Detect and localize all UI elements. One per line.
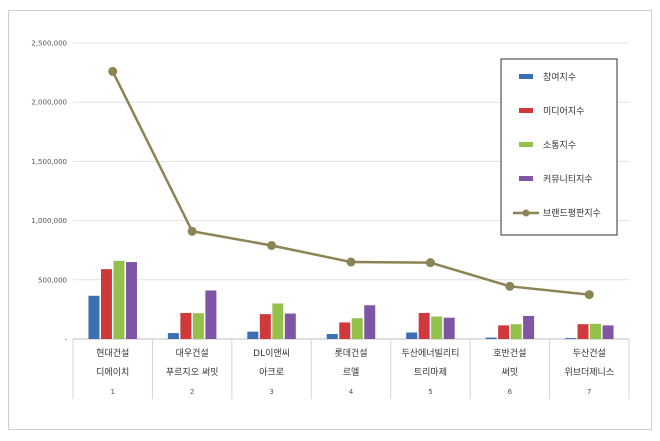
bar-2-2 xyxy=(180,312,192,339)
category-index-label: 7 xyxy=(587,388,591,396)
legend-label: 참여지수 xyxy=(543,71,576,83)
category-index-label: 1 xyxy=(110,388,114,396)
bar-5-2 xyxy=(418,312,430,339)
brand-index-point-7 xyxy=(584,290,594,300)
legend-swatch xyxy=(519,108,533,113)
category-label-line1: 대우건설 xyxy=(176,348,209,359)
y-tick-label: 1,000,000 xyxy=(31,217,67,225)
legend-swatch-marker xyxy=(522,209,530,217)
category-index-label: 3 xyxy=(269,388,273,396)
category-label-line2: 푸르지오 써밋 xyxy=(166,367,219,378)
bar-7-3 xyxy=(590,323,602,339)
y-tick-label: 500,000 xyxy=(38,276,67,284)
bar-5-3 xyxy=(431,316,443,339)
bar-1-2 xyxy=(100,269,112,339)
bar-2-3 xyxy=(192,313,204,339)
y-tick-label: 2,500,000 xyxy=(31,40,67,48)
category-label-line1: DL이앤씨 xyxy=(253,348,290,359)
legend-label: 브랜드평판지수 xyxy=(543,208,601,219)
legend-label: 소통지수 xyxy=(543,140,576,151)
category-label-line1: 현대건설 xyxy=(96,348,129,359)
brand-index-point-3 xyxy=(267,240,277,250)
brand-index-point-5 xyxy=(425,258,435,268)
y-tick-label: - xyxy=(64,336,67,344)
chart-frame: 2,500,000 2,000,000 1,500,000 1,000,000 500,… xyxy=(8,10,652,430)
bar-7-1 xyxy=(565,338,577,339)
category-label-line1: 호반건설 xyxy=(493,348,526,359)
legend-swatch xyxy=(519,142,533,147)
bar-4-3 xyxy=(351,318,363,339)
legend-label: 커뮤니티지수 xyxy=(543,174,593,185)
y-tick-label: 1,500,000 xyxy=(31,158,67,166)
bar-2-1 xyxy=(167,333,179,339)
legend-swatch xyxy=(519,176,533,181)
brand-reputation-chart: 2,500,000 2,000,000 1,500,000 1,000,000 500,… xyxy=(31,40,630,399)
brand-index-point-4 xyxy=(346,257,356,267)
bar-3-3 xyxy=(272,303,284,339)
bar-1-3 xyxy=(113,260,125,339)
category-label-line1: 두산건설 xyxy=(573,348,606,359)
bar-6-4 xyxy=(523,315,535,339)
bar-4-2 xyxy=(339,322,351,339)
bar-6-3 xyxy=(510,324,522,339)
bar-2-4 xyxy=(205,290,217,339)
bar-6-1 xyxy=(485,337,497,339)
bar-7-2 xyxy=(577,324,589,339)
category-index-label: 5 xyxy=(428,388,432,396)
bar-7-4 xyxy=(602,325,614,339)
category-label-line2: 디에이치 xyxy=(96,366,129,378)
brand-index-point-2 xyxy=(187,226,197,236)
bar-1-4 xyxy=(125,262,137,339)
bar-5-4 xyxy=(443,317,455,339)
category-index-label: 6 xyxy=(508,388,513,396)
brand-index-point-6 xyxy=(505,281,515,291)
bar-3-1 xyxy=(247,331,259,339)
category-label-line2: 써밋 xyxy=(502,367,519,378)
bar-1-1 xyxy=(88,295,100,339)
category-label-line2: 트리마제 xyxy=(414,367,447,378)
legend-swatch xyxy=(519,74,533,79)
bar-4-1 xyxy=(326,334,338,339)
legend-label: 미디어지수 xyxy=(543,106,584,117)
category-index-label: 2 xyxy=(190,388,194,396)
bar-5-1 xyxy=(406,332,418,339)
bar-3-4 xyxy=(284,313,296,339)
category-label-line2: 아크로 xyxy=(259,367,284,378)
bar-6-2 xyxy=(498,325,510,339)
category-label-line2: 위브더제니스 xyxy=(564,367,614,378)
brand-index-point-1 xyxy=(108,66,118,76)
y-tick-label: 2,000,000 xyxy=(31,99,67,107)
bar-4-4 xyxy=(364,305,376,339)
category-index-label: 4 xyxy=(349,388,354,396)
category-label-line2: 르엘 xyxy=(343,367,360,378)
category-label-line1: 롯데건설 xyxy=(334,348,367,359)
bar-3-2 xyxy=(259,314,271,339)
category-label-line1: 두산에너빌리티 xyxy=(401,348,459,359)
